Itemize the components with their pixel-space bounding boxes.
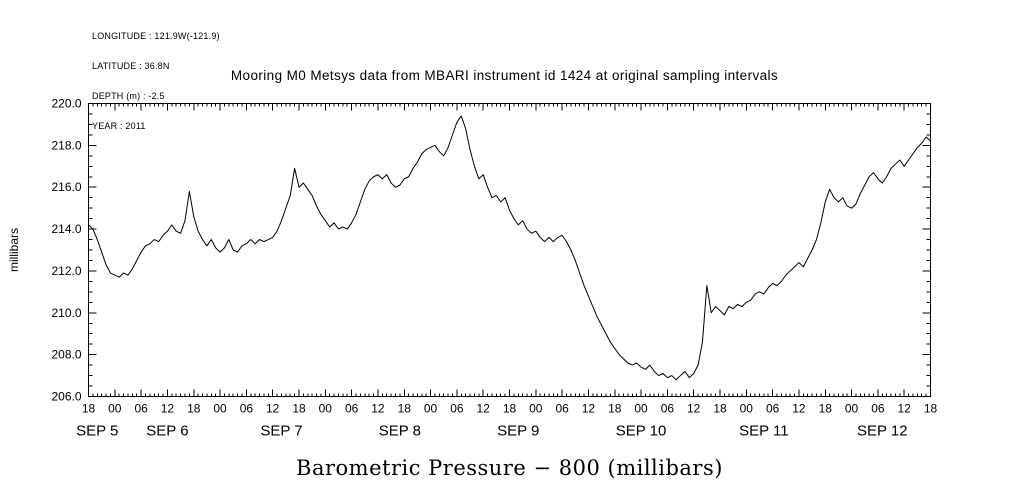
- x-hour-label: 06: [134, 402, 148, 416]
- x-axis-title: Barometric Pressure − 800 (millibars): [296, 456, 723, 480]
- x-hour-label: 18: [713, 402, 727, 416]
- station-metadata: LONGITUDE : 121.9W(-121.9) LATITUDE : 36…: [92, 11, 220, 151]
- x-hour-label: 00: [424, 402, 438, 416]
- x-hour-label: 12: [687, 402, 701, 416]
- x-date-label: SEP 6: [146, 423, 188, 440]
- x-hour-label: 12: [898, 402, 912, 416]
- x-hour-label: 18: [819, 402, 833, 416]
- x-date-label: SEP 10: [616, 423, 667, 440]
- x-date-label: SEP 8: [379, 423, 421, 440]
- y-tick-label: 220.0: [51, 97, 81, 111]
- y-tick-label: 218.0: [51, 138, 81, 152]
- x-date-label: SEP 9: [497, 423, 539, 440]
- y-tick-label: 206.0: [51, 390, 81, 404]
- x-hour-label: 00: [634, 402, 648, 416]
- x-axis-hour-labels: 18 00 06 12 18 00 06 12 18 00 06 12 18 00 06 12 18 00 06 12…: [82, 402, 938, 416]
- x-hour-label: 06: [450, 402, 464, 416]
- x-hour-label: 06: [661, 402, 675, 416]
- x-hour-label: 00: [108, 402, 122, 416]
- x-hour-label: 12: [477, 402, 491, 416]
- x-date-label: SEP 7: [260, 423, 302, 440]
- y-axis-tick-labels: 206.0 208.0 210.0 212.0 214.0 216.0 218.0 220.0: [51, 97, 81, 404]
- pressure-series-line: [88, 115, 931, 381]
- x-hour-label: 06: [555, 402, 569, 416]
- plot-border: [88, 103, 931, 397]
- y-tick-label: 212.0: [51, 264, 81, 278]
- depth-label: DEPTH (m) : -2.5: [92, 91, 165, 101]
- x-hour-label: 06: [240, 402, 254, 416]
- x-hour-label: 18: [398, 402, 412, 416]
- x-date-label: SEP 12: [857, 423, 908, 440]
- x-hour-label: 18: [608, 402, 622, 416]
- x-hour-label: 12: [161, 402, 175, 416]
- x-hour-label: 18: [187, 402, 201, 416]
- longitude-label: LONGITUDE : 121.9W(-121.9): [92, 31, 220, 41]
- x-date-label: SEP 5: [76, 423, 118, 440]
- x-date-label: SEP 11: [739, 423, 788, 440]
- x-axis-ticks: [88, 103, 931, 397]
- y-tick-label: 214.0: [51, 222, 81, 236]
- year-label: YEAR : 2011: [92, 121, 146, 131]
- x-hour-label: 00: [213, 402, 227, 416]
- chart-title: Mooring M0 Metsys data from MBARI instru…: [230, 68, 779, 83]
- x-hour-label: 06: [766, 402, 780, 416]
- x-hour-label: 18: [292, 402, 306, 416]
- x-hour-label: 00: [529, 402, 543, 416]
- x-hour-label: 18: [82, 402, 96, 416]
- x-hour-label: 12: [792, 402, 806, 416]
- x-hour-label: 12: [266, 402, 280, 416]
- x-hour-label: 00: [845, 402, 859, 416]
- y-tick-label: 210.0: [51, 306, 81, 320]
- x-hour-label: 12: [582, 402, 596, 416]
- x-hour-label: 12: [371, 402, 385, 416]
- y-tick-label: 208.0: [51, 348, 81, 362]
- x-hour-label: 00: [740, 402, 754, 416]
- x-hour-label: 06: [345, 402, 359, 416]
- x-hour-label: 06: [871, 402, 885, 416]
- y-tick-label: 216.0: [51, 180, 81, 194]
- x-hour-label: 18: [924, 402, 938, 416]
- x-hour-label: 18: [503, 402, 517, 416]
- y-axis-ticks: [88, 103, 931, 397]
- latitude-label: LATITUDE : 36.8N: [92, 61, 170, 71]
- x-axis-date-labels: SEP 5 SEP 6 SEP 7 SEP 8 SEP 9 SEP 10 SEP 11 SEP…: [76, 423, 907, 440]
- x-hour-label: 00: [319, 402, 333, 416]
